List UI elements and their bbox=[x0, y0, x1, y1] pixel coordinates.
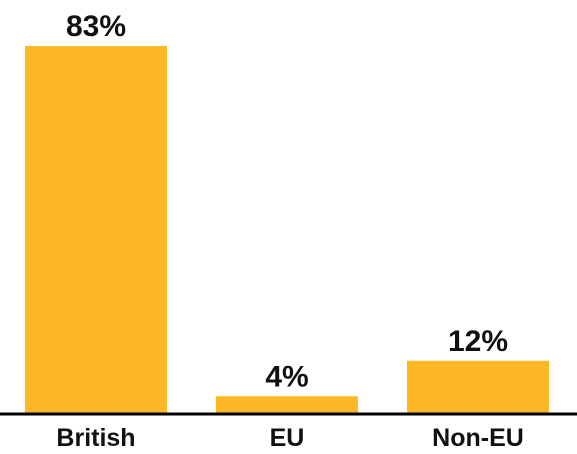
category-label-british: British bbox=[56, 424, 135, 452]
value-label-non-eu: 12% bbox=[448, 325, 508, 358]
category-labels-group: British EU Non-EU bbox=[56, 424, 523, 452]
category-label-non-eu: Non-EU bbox=[432, 424, 524, 452]
bar-eu bbox=[216, 396, 358, 414]
value-label-eu: 4% bbox=[265, 360, 308, 393]
bars-group bbox=[25, 46, 549, 414]
bar-non-eu bbox=[407, 360, 549, 414]
bar-british bbox=[25, 46, 167, 414]
category-label-eu: EU bbox=[270, 424, 305, 452]
value-labels-group: 83% 4% 12% bbox=[66, 10, 508, 393]
value-label-british: 83% bbox=[66, 10, 126, 43]
